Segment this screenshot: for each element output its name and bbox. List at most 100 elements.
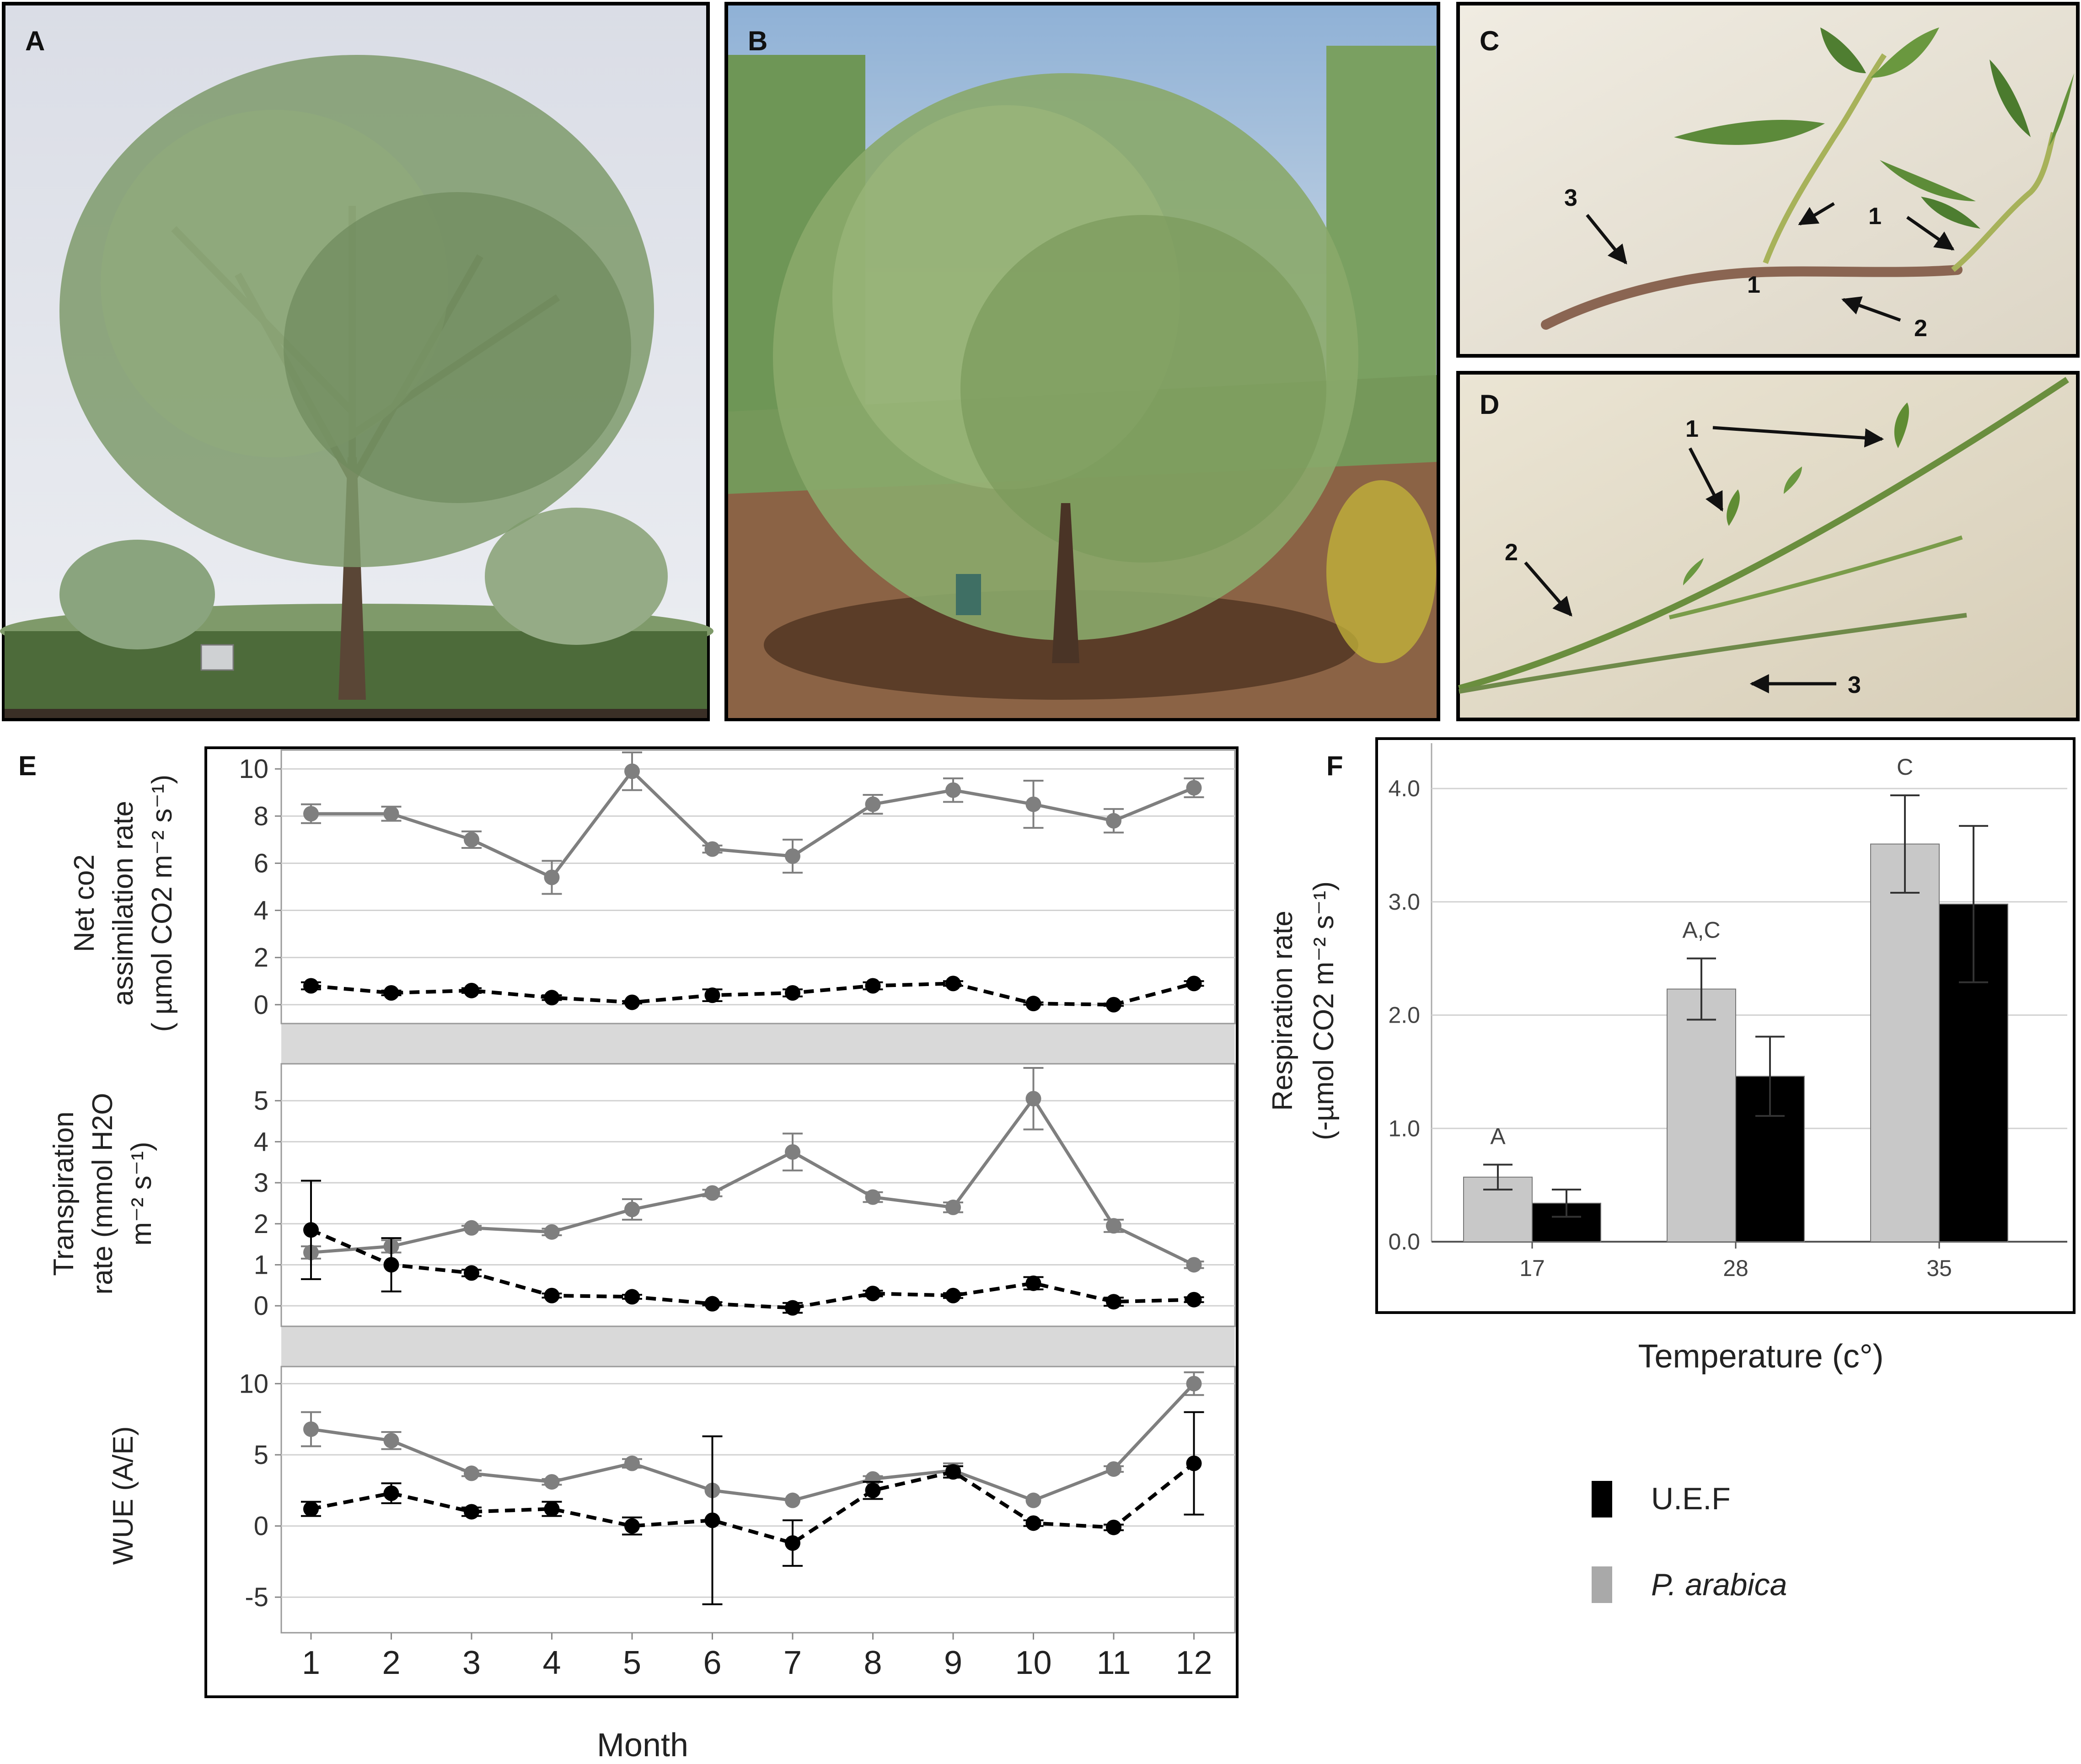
y-tick-label: 4 xyxy=(254,1127,268,1157)
x-tick-label: 3 xyxy=(462,1645,481,1681)
data-point xyxy=(544,1224,560,1240)
chart-respiration-rate: 0.0 1.0 2.0 3.0 4.0 A 17 A,C 28 C 35 xyxy=(1388,743,2067,1281)
y-tick-label: 3.0 xyxy=(1388,889,1420,915)
y-tick-label: 8 xyxy=(254,801,268,831)
data-point xyxy=(1186,780,1202,796)
y-tick-label: 10 xyxy=(239,754,268,784)
panel-c-photo xyxy=(1456,2,2080,358)
x-tick-label: 12 xyxy=(1175,1645,1212,1681)
data-point xyxy=(1106,997,1121,1013)
data-point xyxy=(785,1300,800,1316)
f-ylabel-1: Respiration rate xyxy=(1267,911,1298,1111)
y-tick-label: 4.0 xyxy=(1388,776,1420,801)
facet-strip-1 xyxy=(281,1024,1235,1064)
series-line-gray xyxy=(311,1096,1195,1266)
error-bar xyxy=(1687,957,1716,1021)
data-point xyxy=(303,1421,319,1437)
panel-a-photo xyxy=(0,2,713,721)
y-tick-label: 0 xyxy=(254,1291,268,1321)
data-point xyxy=(704,987,720,1003)
callout-d-2: 2 xyxy=(1505,539,1518,566)
data-point xyxy=(383,1485,399,1501)
data-point xyxy=(624,1201,640,1217)
x-tick-label: 10 xyxy=(1015,1645,1051,1681)
error-bar xyxy=(1890,794,1920,894)
data-point xyxy=(865,1286,881,1302)
data-point xyxy=(785,985,800,1001)
y-tick-label: 2.0 xyxy=(1388,1003,1420,1028)
y-tick-label: 4 xyxy=(254,896,268,926)
data-point xyxy=(544,869,560,885)
callout-c-2: 2 xyxy=(1914,315,1927,342)
series-line-gray xyxy=(311,769,1195,879)
data-point xyxy=(383,1257,399,1273)
data-point xyxy=(704,1512,720,1528)
data-point xyxy=(1186,1257,1202,1273)
e-xlabel: Month xyxy=(597,1727,688,1764)
data-point xyxy=(303,1222,319,1238)
legend-label-uef: U.E.F xyxy=(1651,1481,1731,1516)
data-point xyxy=(544,1287,560,1303)
data-point xyxy=(1106,1218,1121,1234)
x-tick-label: 8 xyxy=(864,1645,882,1681)
legend: U.E.F P. arabica xyxy=(1592,1481,1787,1603)
data-point xyxy=(624,994,640,1010)
data-point xyxy=(865,1189,881,1205)
data-point xyxy=(303,1501,319,1517)
x-tick-label: 5 xyxy=(623,1645,641,1681)
data-point xyxy=(464,831,479,847)
panel-d-label: D xyxy=(1480,389,1499,420)
data-point xyxy=(785,1492,800,1508)
x-tick-label: 28 xyxy=(1723,1255,1748,1281)
x-tick-label: 9 xyxy=(944,1645,962,1681)
e-bot-ylabel: WUE (A/E) xyxy=(107,1426,139,1565)
y-tick-label: 2 xyxy=(254,943,268,973)
panel-c-label: C xyxy=(1480,26,1499,56)
data-point xyxy=(464,1220,479,1236)
data-point xyxy=(303,806,319,822)
data-point xyxy=(1025,1091,1041,1107)
error-bar xyxy=(1755,1035,1785,1117)
facet-strip-2 xyxy=(281,1326,1235,1367)
x-tick-label: 17 xyxy=(1519,1255,1545,1281)
data-point xyxy=(1186,1455,1202,1471)
callout-c-1a: 1 xyxy=(1868,203,1882,230)
panel-b-photo xyxy=(724,2,1440,721)
data-point xyxy=(1186,1376,1202,1392)
e-mid-ylabel-2: rate (mmol H2O xyxy=(87,1093,118,1295)
e-top-ylabel-2: assimilation rate xyxy=(107,801,139,1006)
data-point xyxy=(624,1289,640,1305)
y-tick-label: 10 xyxy=(239,1369,268,1399)
legend-swatch-parabica xyxy=(1592,1566,1612,1603)
callout-d-3: 3 xyxy=(1848,672,1861,698)
e-top-ylabel-1: Net co2 xyxy=(69,854,100,952)
panel-e-label: E xyxy=(18,751,37,781)
data-point xyxy=(865,796,881,812)
bar xyxy=(1667,988,1736,1242)
data-point xyxy=(785,1144,800,1160)
callout-c-3: 3 xyxy=(1564,185,1577,211)
data-point xyxy=(544,990,560,1006)
series-line-black xyxy=(311,1462,1195,1545)
x-tick-label: 11 xyxy=(1097,1645,1131,1681)
data-point xyxy=(1106,1519,1121,1535)
panel-f-label: F xyxy=(1326,751,1343,781)
data-point xyxy=(383,806,399,822)
panel-d-photo xyxy=(1456,371,2080,721)
e-mid-ylabel-1: Transpiration xyxy=(48,1111,80,1276)
x-tick-label: 35 xyxy=(1926,1255,1952,1281)
data-point xyxy=(624,1518,640,1534)
data-point xyxy=(464,1265,479,1281)
data-point xyxy=(303,978,319,994)
data-point xyxy=(383,985,399,1001)
f-xlabel: Temperature (c°) xyxy=(1638,1338,1884,1375)
chart-transpiration-rate: 0 1 2 3 4 5 xyxy=(254,1063,1236,1327)
data-point xyxy=(945,1464,961,1480)
data-point xyxy=(1106,1294,1121,1310)
data-point xyxy=(464,982,479,998)
data-point xyxy=(1025,1515,1041,1531)
data-point xyxy=(544,1501,560,1517)
y-tick-label: 1 xyxy=(254,1250,268,1280)
